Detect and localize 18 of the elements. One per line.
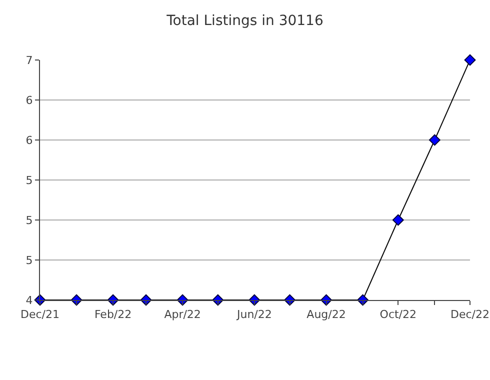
- x-tick-label: Aug/22: [306, 308, 346, 322]
- x-tick-label: Jun/22: [236, 308, 272, 322]
- point: [392, 214, 404, 226]
- chart-title: Total Listings in 30116: [166, 13, 324, 29]
- y-tick-label: 6: [26, 94, 33, 107]
- x-tick-label: Apr/22: [164, 308, 201, 322]
- x-tick-label: Feb/22: [94, 308, 132, 322]
- point: [428, 134, 440, 146]
- x-tick-label: Dec/22: [450, 308, 490, 322]
- y-tick-label: 7: [26, 54, 33, 67]
- y-tick-label: 5: [26, 214, 33, 227]
- y-tick-label: 5: [26, 174, 33, 187]
- y-tick-label: 4: [26, 294, 33, 307]
- y-tick-label: 5: [26, 254, 33, 267]
- x-tick-label: Oct/22: [380, 308, 417, 322]
- y-tick-label: 6: [26, 134, 33, 147]
- point: [464, 54, 476, 66]
- x-tick-label: Dec/21: [20, 308, 60, 322]
